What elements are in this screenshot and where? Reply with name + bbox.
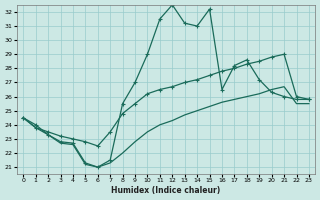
X-axis label: Humidex (Indice chaleur): Humidex (Indice chaleur) (111, 186, 221, 195)
